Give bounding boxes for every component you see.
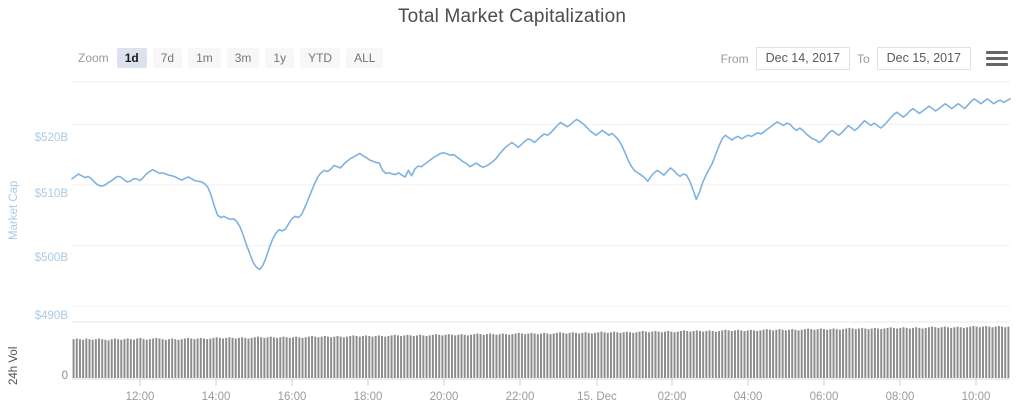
ytick-500b: $500B bbox=[34, 252, 68, 264]
gridlines bbox=[72, 123, 1010, 307]
volume-bars bbox=[72, 326, 1010, 378]
range-button-7d[interactable]: 7d bbox=[152, 48, 183, 68]
xtick-0400: 04:00 bbox=[733, 391, 763, 403]
ytick-volume-0: 0 bbox=[61, 370, 68, 382]
hamburger-menu-icon[interactable] bbox=[986, 50, 1008, 68]
to-label: To bbox=[856, 51, 870, 66]
xtick-2200: 22:00 bbox=[505, 391, 535, 403]
xtick-1200: 12:00 bbox=[125, 391, 155, 403]
range-button-ytd[interactable]: YTD bbox=[300, 48, 341, 68]
range-selector: Zoom 1d 7d 1m 3m 1y YTD ALL bbox=[78, 48, 384, 68]
market-cap-line bbox=[71, 98, 1011, 271]
xtick-1800: 18:00 bbox=[353, 391, 383, 403]
xtick-1000: 10:00 bbox=[961, 391, 991, 403]
range-button-1d[interactable]: 1d bbox=[116, 48, 147, 68]
xtick-2000: 20:00 bbox=[429, 391, 459, 403]
xtick-15dec: 15. Dec bbox=[577, 391, 617, 403]
from-label: From bbox=[720, 51, 749, 66]
xtick-0600: 06:00 bbox=[809, 391, 839, 403]
xtick-1400: 14:00 bbox=[201, 391, 231, 403]
range-button-3m[interactable]: 3m bbox=[226, 48, 260, 68]
range-button-1m[interactable]: 1m bbox=[188, 48, 221, 68]
ytick-520b: $520B bbox=[34, 132, 68, 144]
ytick-510b: $510B bbox=[34, 188, 68, 200]
ytick-490b: $490B bbox=[34, 310, 68, 322]
zoom-label: Zoom bbox=[78, 51, 109, 65]
xtick-1600: 16:00 bbox=[277, 391, 307, 403]
xtick-0200: 02:00 bbox=[657, 391, 687, 403]
xtick-0800: 08:00 bbox=[885, 391, 915, 403]
range-button-1y[interactable]: 1y bbox=[265, 48, 295, 68]
to-date-input[interactable]: Dec 15, 2017 bbox=[876, 47, 971, 70]
from-date-input[interactable]: Dec 14, 2017 bbox=[755, 47, 850, 70]
page-title: Total Market Capitalization bbox=[397, 6, 627, 27]
range-button-all[interactable]: ALL bbox=[346, 48, 384, 68]
date-range-controls: From Dec 14, 2017 To Dec 15, 2017 bbox=[721, 47, 1008, 70]
x-axis-tick-marks bbox=[139, 379, 977, 386]
